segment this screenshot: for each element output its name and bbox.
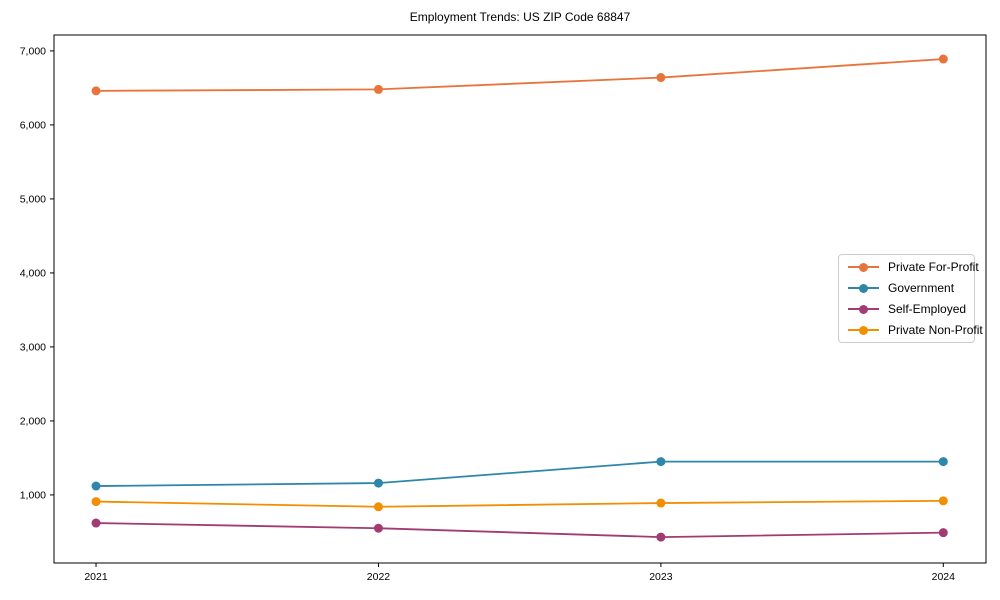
y-tick-label: 5,000 (20, 193, 46, 205)
legend-item-self-employed: Self-Employed (848, 300, 974, 318)
legend-line-marker-icon (848, 283, 879, 293)
series-government (91, 457, 948, 491)
data-point-marker (91, 518, 101, 528)
series-private-non-profit (91, 496, 948, 512)
data-point-marker (656, 498, 666, 508)
chart-title: Employment Trends: US ZIP Code 68847 (409, 10, 631, 24)
series-line (96, 499, 944, 508)
data-point-marker (938, 528, 948, 538)
legend-item-government: Government (848, 279, 974, 297)
data-point-marker (656, 73, 666, 83)
legend: Private For-Profit Government Self-Emplo… (838, 254, 983, 343)
series-line (96, 522, 944, 538)
series-private-for-profit (91, 54, 948, 96)
y-tick-label: 1,000 (20, 489, 46, 501)
data-point-marker (938, 54, 948, 64)
data-point-marker (938, 457, 948, 467)
series-self-employed (91, 518, 948, 542)
data-point-marker (938, 496, 948, 506)
legend-label: Private For-Profit (888, 260, 979, 274)
y-tick-label: 4,000 (20, 267, 46, 279)
legend-label: Private Non-Profit (888, 323, 983, 337)
plot-border (53, 34, 987, 564)
x-tick-label: 2023 (649, 571, 673, 583)
data-point-marker (656, 532, 666, 542)
y-tick-label: 7,000 (20, 45, 46, 57)
data-point-marker (373, 502, 383, 512)
x-tick-label: 2021 (84, 571, 108, 583)
y-tick-label: 3,000 (20, 341, 46, 353)
data-point-marker (373, 523, 383, 533)
legend-label: Self-Employed (888, 302, 967, 316)
legend-item-private-non-profit: Private Non-Profit (848, 321, 983, 339)
legend-line-marker-icon (848, 304, 879, 314)
y-tick-label: 6,000 (20, 119, 46, 131)
legend-line-marker-icon (848, 262, 879, 272)
legend-line-marker-icon (848, 325, 879, 335)
series-line (96, 58, 944, 92)
legend-item-private-for-profit: Private For-Profit (848, 258, 979, 276)
x-tick-label: 2022 (367, 571, 391, 583)
legend-label: Government (888, 281, 955, 295)
x-tick-label: 2024 (932, 571, 956, 583)
data-point-marker (656, 457, 666, 467)
data-point-marker (373, 84, 383, 94)
data-point-marker (91, 497, 101, 507)
data-point-marker (91, 86, 101, 96)
data-point-marker (373, 478, 383, 488)
y-tick-label: 2,000 (20, 415, 46, 427)
data-point-marker (91, 481, 101, 491)
series-line (96, 460, 944, 487)
